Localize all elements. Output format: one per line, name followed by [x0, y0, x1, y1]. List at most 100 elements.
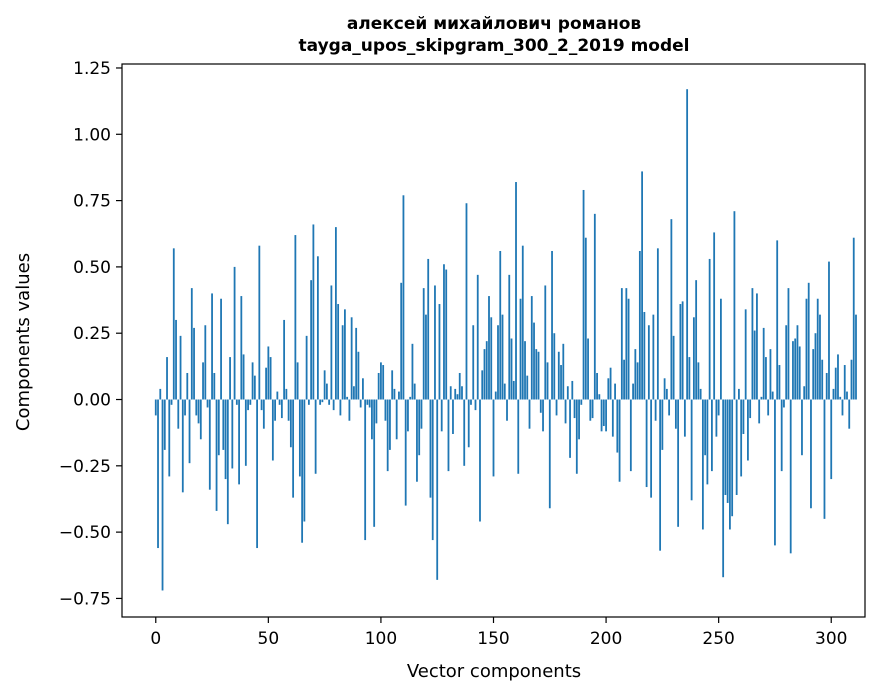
bar [843, 365, 846, 400]
plot-frame [121, 63, 866, 618]
bar [837, 354, 839, 400]
bar [787, 288, 790, 400]
bar [616, 399, 619, 453]
bar [407, 399, 409, 432]
bar [582, 189, 585, 400]
bar [454, 388, 457, 400]
bar [638, 250, 641, 400]
bar [555, 399, 558, 416]
bar [593, 213, 596, 400]
bar [528, 399, 531, 429]
bars-group [154, 89, 857, 591]
bar [175, 319, 177, 400]
bar [548, 399, 551, 509]
bar [819, 314, 821, 400]
bar [711, 399, 713, 472]
bar [213, 372, 216, 400]
bar [172, 248, 175, 400]
bar [771, 391, 774, 400]
bar [508, 274, 511, 400]
bar [607, 378, 610, 400]
bar [780, 399, 783, 472]
bar [834, 367, 837, 400]
bar [402, 195, 405, 400]
bar [661, 399, 664, 450]
bar [566, 386, 569, 400]
bar [828, 261, 830, 400]
bar [307, 399, 310, 405]
bar [416, 399, 418, 482]
bar [427, 258, 430, 400]
bar [807, 282, 810, 400]
bar [542, 399, 544, 432]
x-tick-label: 100 [365, 629, 397, 649]
bar [188, 399, 191, 464]
bar [832, 388, 835, 400]
bar [697, 362, 700, 400]
bar [769, 349, 772, 400]
bar [280, 399, 283, 419]
bar [202, 362, 204, 400]
bar [688, 357, 691, 400]
bar [726, 399, 729, 503]
y-tick-label: −0.75 [59, 589, 111, 609]
bar [294, 235, 297, 400]
bar [179, 335, 182, 400]
bar [193, 327, 195, 400]
x-tick-label: 200 [590, 629, 622, 649]
bar [506, 399, 508, 421]
y-tick-label: 0.00 [73, 391, 111, 411]
bar [627, 298, 630, 400]
bar [161, 399, 164, 591]
bar [490, 317, 493, 400]
bar [346, 396, 349, 400]
bar [332, 399, 335, 411]
bar [411, 343, 414, 400]
bar [238, 399, 240, 485]
bar [546, 362, 549, 400]
bar [488, 296, 490, 400]
bar [692, 317, 695, 400]
bar [816, 298, 819, 400]
bar [386, 399, 389, 472]
bar [199, 399, 202, 440]
bar [652, 314, 655, 400]
bar [701, 399, 704, 530]
bar [735, 399, 738, 495]
bar [301, 399, 304, 543]
bar [483, 349, 486, 400]
bar [159, 388, 162, 400]
bar [810, 399, 812, 509]
bar [285, 388, 288, 400]
bar [663, 378, 666, 400]
bar [778, 365, 781, 400]
bar [783, 399, 785, 408]
bar [355, 327, 358, 400]
bar [704, 399, 707, 456]
bar [458, 372, 461, 400]
bar [413, 383, 416, 400]
bar [371, 399, 373, 440]
bar [211, 293, 213, 400]
bar [467, 399, 470, 448]
bar [393, 388, 396, 400]
bar [316, 256, 319, 400]
bar [465, 203, 468, 400]
bar [629, 399, 632, 472]
bar [287, 399, 290, 421]
bar [762, 327, 765, 400]
bar [677, 399, 680, 527]
bar [609, 367, 612, 400]
y-tick-label: 0.25 [73, 324, 111, 344]
x-axis-ticks: 0 50 100 150 200 250 300 [150, 617, 847, 649]
x-axis-label: Vector components [407, 661, 581, 682]
x-tick-label: 0 [150, 629, 161, 649]
bar [611, 399, 614, 437]
bar [805, 298, 808, 400]
bar [334, 227, 337, 400]
bar [605, 399, 607, 432]
bar [850, 359, 853, 400]
bar [350, 317, 353, 400]
bar [715, 399, 718, 437]
